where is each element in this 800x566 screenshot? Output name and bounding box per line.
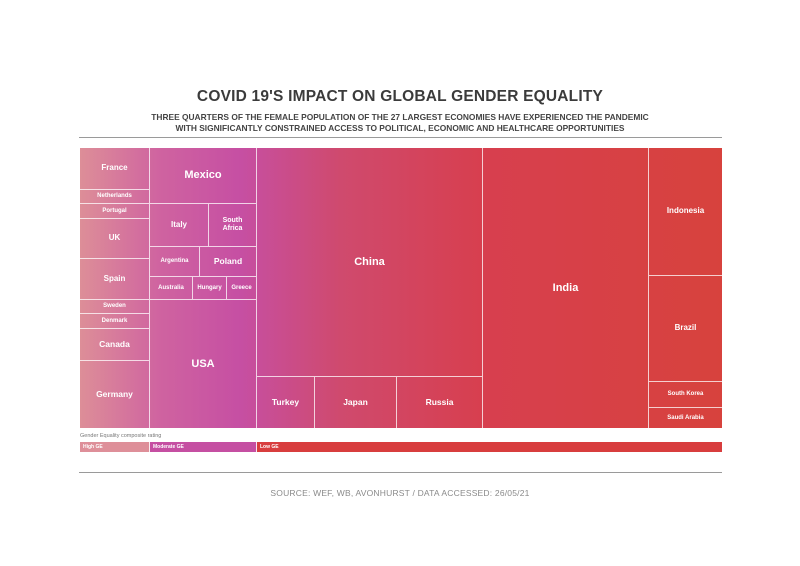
treemap-cell-label: Sweden xyxy=(103,303,126,310)
treemap-cell-hungary: Hungary xyxy=(193,277,227,300)
treemap-cell-label: Italy xyxy=(170,219,187,229)
treemap-cell-japan: Japan xyxy=(315,377,397,428)
treemap-cell-label: Saudi Arabia xyxy=(667,414,704,421)
treemap-cell-label: USA xyxy=(191,357,215,370)
treemap-cell-south-korea: South Korea xyxy=(649,382,722,408)
legend-moderate-ge: Moderate GE xyxy=(150,442,257,452)
chart-subtitle: THREE QUARTERS OF THE FEMALE POPULATION … xyxy=(100,112,700,133)
treemap-cell-label: South Korea xyxy=(667,391,704,398)
treemap-cell-label: Netherlands xyxy=(97,193,132,200)
treemap-cell-brazil: Brazil xyxy=(649,276,722,382)
treemap-cell-turkey: Turkey xyxy=(257,377,315,428)
treemap-cell-label: UK xyxy=(108,233,121,243)
treemap-cell-portugal: Portugal xyxy=(80,204,150,219)
treemap-cell-denmark: Denmark xyxy=(80,314,150,329)
treemap-cell-label: Argentina xyxy=(160,258,189,265)
treemap-cell-label: South Africa xyxy=(222,217,243,232)
treemap-cell-label: Canada xyxy=(99,338,130,349)
treemap-cell-sweden: Sweden xyxy=(80,300,150,314)
treemap-cell-label: Spain xyxy=(103,273,126,283)
treemap-cell-label: Japan xyxy=(343,396,368,407)
treemap-cell-usa: USA xyxy=(150,300,257,428)
treemap-cell-label: Poland xyxy=(213,255,243,266)
treemap-cell-germany: Germany xyxy=(80,361,150,428)
treemap-cell-spain: Spain xyxy=(80,259,150,300)
treemap-cell-label: Russia xyxy=(425,396,454,407)
legend-bar: High GE Moderate GE Low GE xyxy=(80,442,722,452)
treemap-cell-russia: Russia xyxy=(397,377,483,428)
treemap-cell-label: China xyxy=(354,255,385,268)
treemap-cell-label: Germany xyxy=(96,388,133,399)
treemap-cell-label: Brazil xyxy=(674,323,697,333)
legend-low-ge: Low GE xyxy=(257,442,722,452)
treemap-cell-netherlands: Netherlands xyxy=(80,190,150,204)
treemap-cell-china: China xyxy=(257,148,483,377)
treemap-cell-argentina: Argentina xyxy=(150,247,200,277)
treemap-cell-mexico: Mexico xyxy=(150,148,257,204)
top-divider xyxy=(79,137,722,138)
treemap-cell-south-africa: South Africa xyxy=(209,204,257,247)
treemap-cell-greece: Greece xyxy=(227,277,257,300)
subtitle-line-2: WITH SIGNIFICANTLY CONSTRAINED ACCESS TO… xyxy=(175,122,625,133)
treemap-cell-label: Mexico xyxy=(184,169,222,182)
treemap-cell-label: Denmark xyxy=(101,317,128,324)
treemap-cell-label: India xyxy=(552,281,579,294)
treemap-cell-indonesia: Indonesia xyxy=(649,148,722,276)
chart-title: COVID 19'S IMPACT ON GLOBAL GENDER EQUAL… xyxy=(196,88,604,105)
subtitle-line-1: THREE QUARTERS OF THE FEMALE POPULATION … xyxy=(151,112,649,122)
treemap-cell-label: Turkey xyxy=(271,396,300,407)
treemap-cell-label: Hungary xyxy=(197,284,222,291)
treemap-cell-canada: Canada xyxy=(80,329,150,361)
treemap-cell-india: India xyxy=(483,148,649,428)
legend-caption: Gender Equality composite rating xyxy=(80,433,162,439)
treemap-cell-poland: Poland xyxy=(200,247,257,277)
treemap-cell-label: France xyxy=(101,163,128,173)
treemap: France Netherlands Portugal UK Spain Sweden De… xyxy=(80,148,722,428)
treemap-cell-label: Australia xyxy=(158,284,184,291)
legend-high-ge: High GE xyxy=(80,442,150,452)
source-note: SOURCE: WEF, WB, AVONHURST / DATA ACCESS… xyxy=(270,488,530,498)
treemap-cell-label: Portugal xyxy=(102,207,127,214)
treemap-cell-italy: Italy xyxy=(150,204,209,247)
bottom-divider xyxy=(79,472,722,473)
treemap-cell-saudi-arabia: Saudi Arabia xyxy=(649,408,722,428)
treemap-cell-label: Greece xyxy=(231,284,252,291)
treemap-cell-label: Indonesia xyxy=(666,206,705,216)
treemap-cell-uk: UK xyxy=(80,219,150,259)
treemap-cell-france: France xyxy=(80,148,150,190)
treemap-cell-australia: Australia xyxy=(150,277,193,300)
